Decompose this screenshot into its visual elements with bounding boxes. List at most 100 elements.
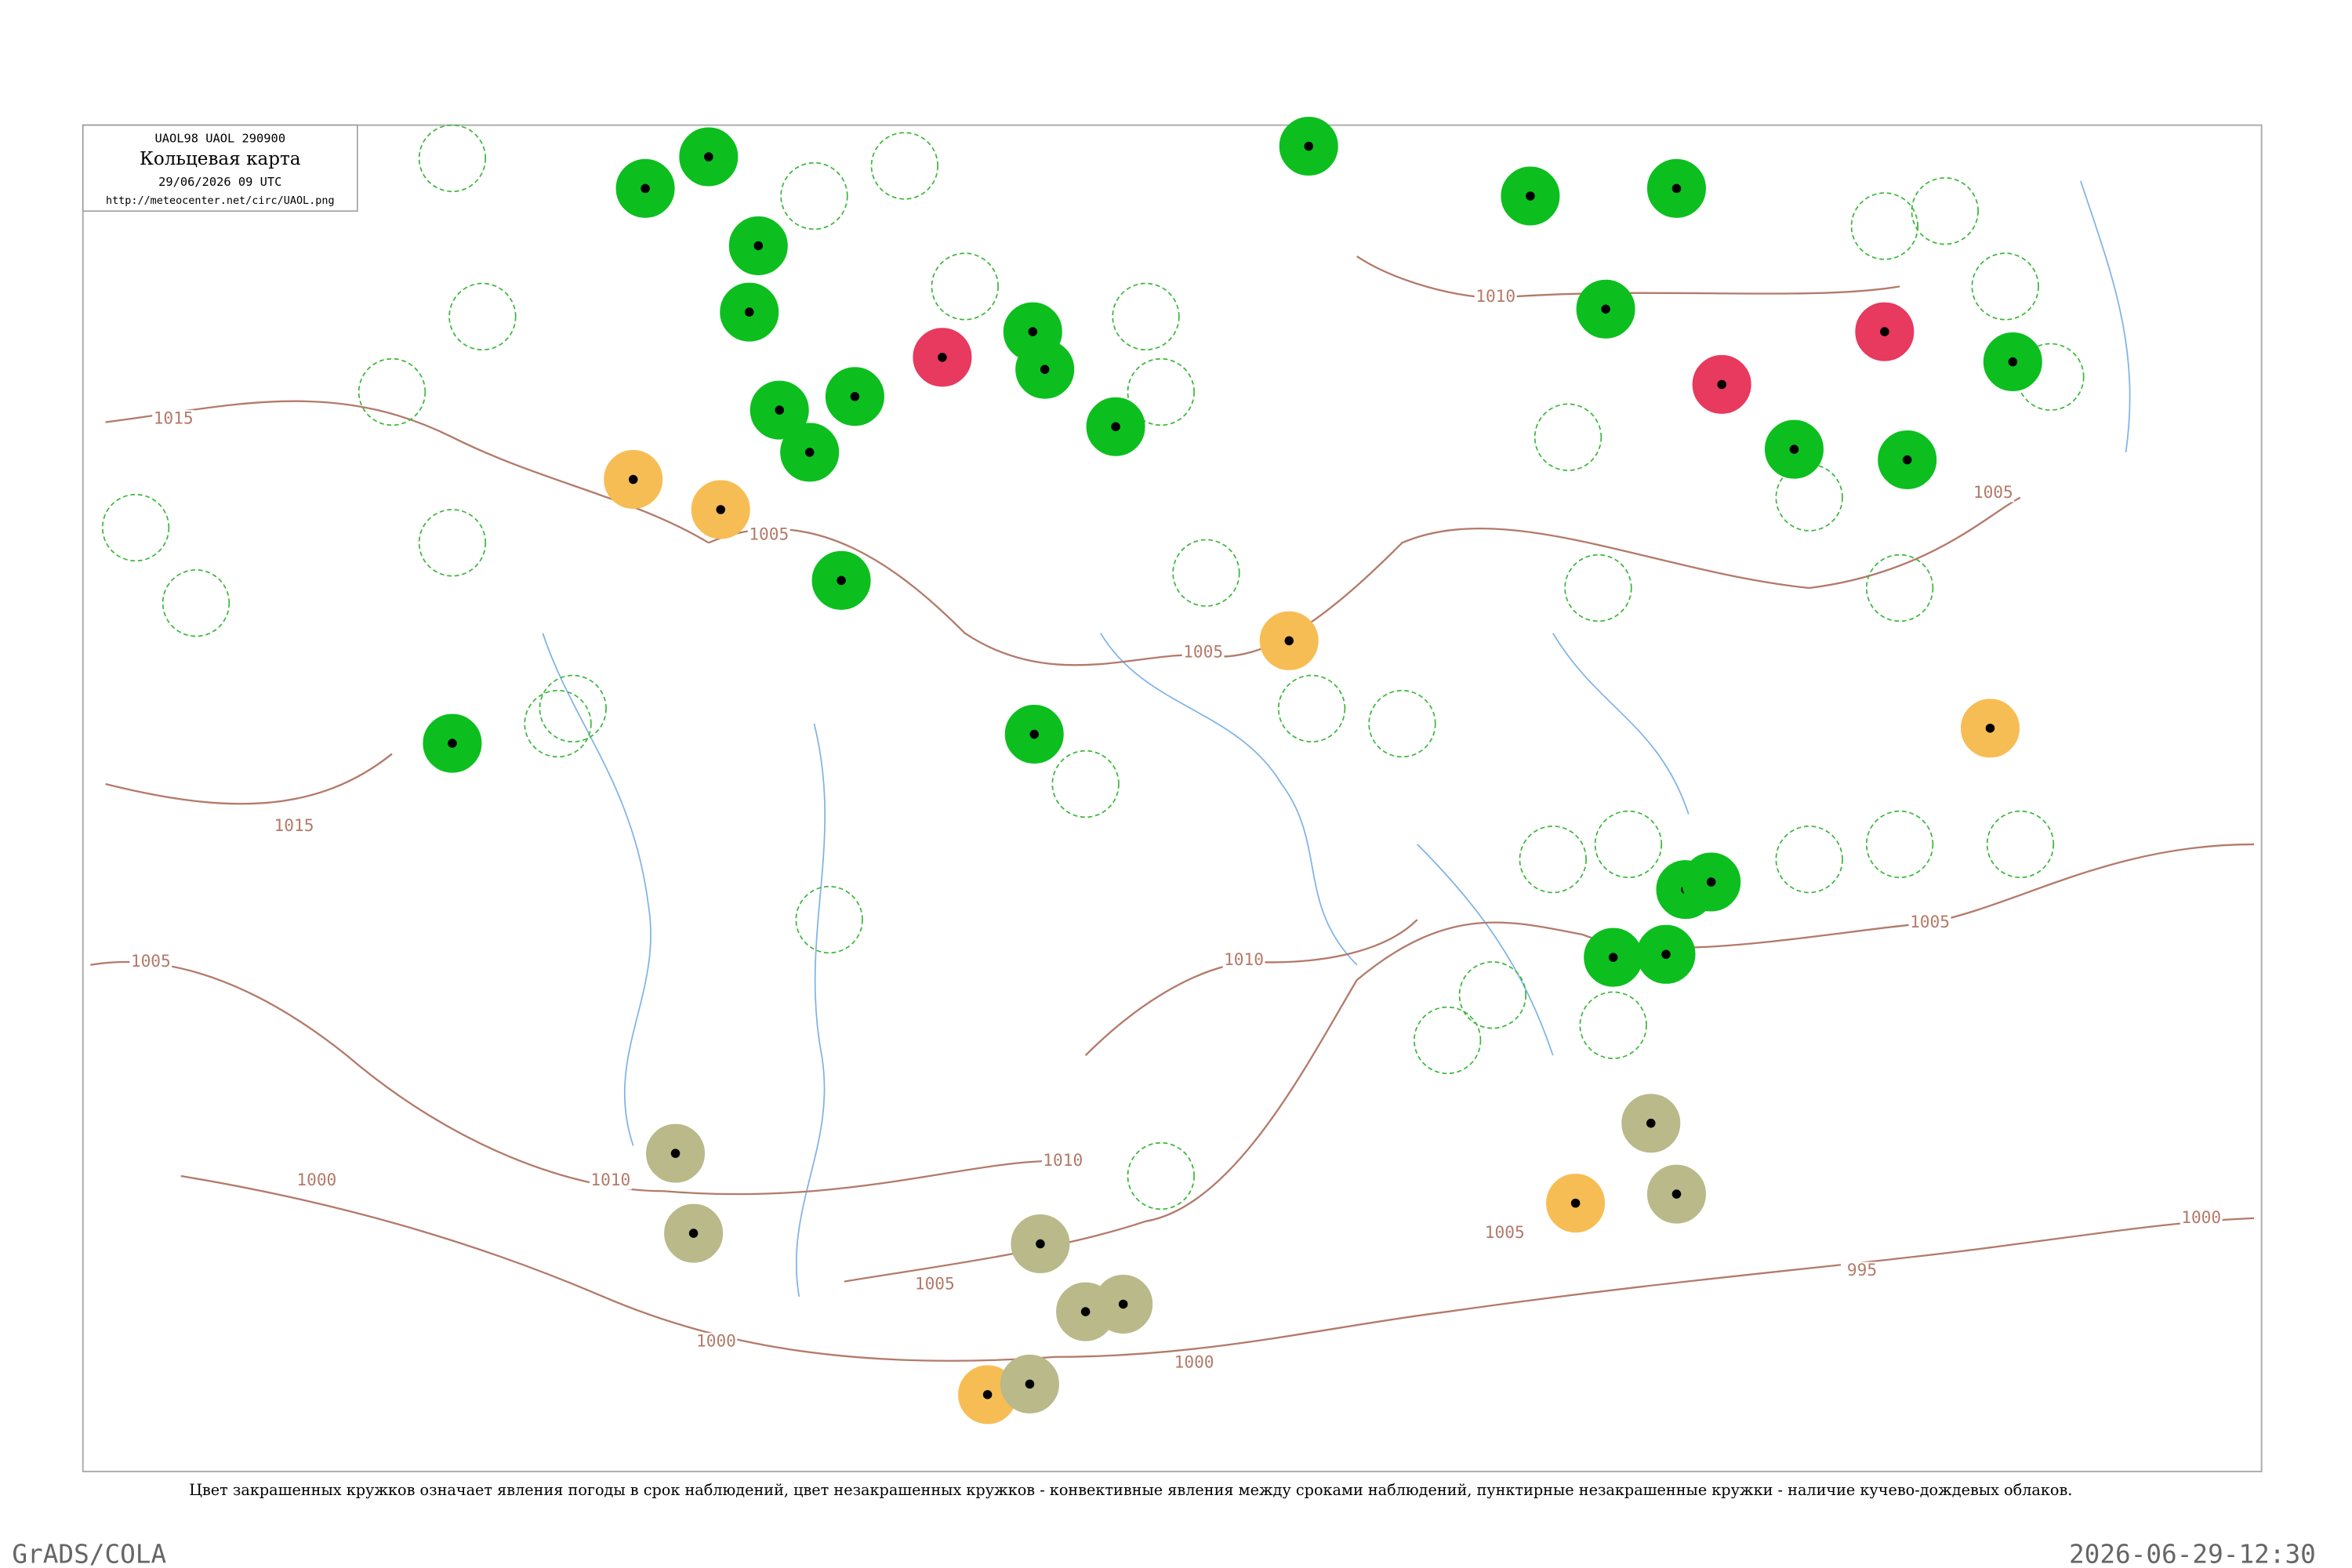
station-dot (1304, 141, 1313, 151)
cb-ring (795, 885, 863, 954)
station-dot (448, 739, 457, 748)
isobar-label: 1005 (1973, 482, 2013, 502)
header-time: 29/06/2026 09 UTC (158, 175, 281, 189)
station-dot (1570, 1198, 1581, 1208)
station-dot (837, 575, 846, 586)
isobar-label-bg (1181, 644, 1225, 662)
cb-ring (1911, 177, 1979, 245)
station-dot (1985, 724, 1995, 733)
cb-ring (1112, 282, 1180, 351)
isobar-label-bg (1841, 1261, 1883, 1280)
isobar-label: 1000 (296, 1170, 336, 1189)
station-dot (1671, 1189, 1682, 1199)
station-dot (938, 353, 947, 362)
station-dot (2008, 357, 2018, 367)
isobar-label-bg (273, 817, 315, 836)
cb-ring (931, 252, 999, 321)
cb-ring (1775, 825, 1843, 894)
cb-ring (1051, 750, 1120, 818)
station-dot (1646, 1118, 1656, 1128)
station-dot (628, 474, 638, 485)
isobar-label: 1000 (696, 1331, 736, 1351)
isobar-label: 1005 (131, 951, 171, 971)
cb-ring (1564, 554, 1632, 622)
cb-ring (358, 358, 426, 426)
isobar-label: 1005 (749, 524, 789, 544)
isobar-label: 1005 (915, 1273, 955, 1293)
header-title: Кольцевая карта (140, 149, 301, 169)
cb-ring (780, 162, 848, 230)
cb-ring (448, 282, 517, 351)
station-dot (1284, 636, 1294, 646)
station-dot (1789, 445, 1799, 454)
cb-ring (1775, 463, 1843, 532)
isobar-label-bg (589, 1171, 632, 1190)
cb-ring (418, 124, 487, 193)
cb-ring (1534, 403, 1602, 471)
station-dot (1902, 455, 1912, 465)
isobar-label: 1015 (274, 815, 314, 835)
cb-ring (1127, 1142, 1195, 1210)
isobar-label-bg (295, 1171, 338, 1190)
cb-ring (162, 569, 230, 637)
isobar-label-bg (2180, 1209, 2223, 1228)
cb-ring (1594, 810, 1663, 879)
station-dot (641, 183, 650, 194)
cb-ring (1413, 1006, 1482, 1075)
station-dot (1526, 191, 1535, 201)
isobar-label-bg (1483, 1224, 1526, 1243)
isobar-label: 1005 (1485, 1222, 1525, 1242)
station-dot (1040, 365, 1050, 374)
cb-ring (1579, 991, 1647, 1059)
station-dot (1029, 729, 1039, 739)
isobar-label-bg (695, 1333, 738, 1352)
header-box (82, 124, 358, 212)
station-dot (745, 307, 754, 317)
isobar-label-bg (1908, 913, 1951, 932)
footer-right: 2026-06-29-12:30 (2069, 1540, 2316, 1568)
isobar-label-bg (1041, 1152, 1084, 1171)
cb-ring (1368, 689, 1436, 758)
station-dot (716, 505, 725, 514)
station-dot (670, 1149, 681, 1158)
cb-ring (1865, 554, 1934, 622)
header-url: http://meteocenter.net/circ/UAOL.png (106, 195, 335, 207)
isobar-label-bg (913, 1275, 956, 1294)
isobar-label: 1005 (1910, 912, 1950, 931)
station-dot (804, 448, 815, 457)
station-dot (1118, 1299, 1128, 1309)
station-dot (1028, 327, 1038, 336)
isobar-label: 1000 (2181, 1207, 2221, 1227)
cb-ring (870, 132, 939, 200)
isobar-label-bg (129, 953, 172, 971)
isobar-label-bg (1173, 1353, 1215, 1372)
station-dot (1706, 877, 1716, 887)
isobar-label-bg (1222, 951, 1265, 970)
cb-ring (1172, 539, 1240, 607)
isobar-label: 1010 (1475, 286, 1515, 306)
isobar-label: 1010 (1224, 949, 1264, 969)
isobar-label-bg (1474, 288, 1517, 307)
cb-ring (1519, 825, 1587, 894)
station-dot (1661, 949, 1671, 960)
isobar-label: 1015 (154, 408, 194, 428)
station-dot (775, 405, 784, 415)
station-dot (1671, 183, 1682, 194)
station-dot (1717, 379, 1726, 390)
station-dot (688, 1229, 699, 1238)
cb-ring (1458, 961, 1527, 1029)
station-dot (753, 241, 764, 251)
isobar-label-bg (747, 526, 790, 545)
cb-ring (1127, 358, 1195, 426)
cb-ring (1986, 810, 2055, 879)
cb-ring (101, 493, 170, 562)
station-dot (1080, 1307, 1091, 1316)
isobar-label: 1000 (1174, 1352, 1214, 1371)
cb-ring (418, 509, 487, 577)
map-frame (82, 124, 2263, 1472)
station-dot (1608, 953, 1618, 962)
caption: Цвет закрашенных кружков означает явлени… (189, 1481, 2072, 1499)
footer-left: GrADS/COLA (12, 1540, 166, 1568)
